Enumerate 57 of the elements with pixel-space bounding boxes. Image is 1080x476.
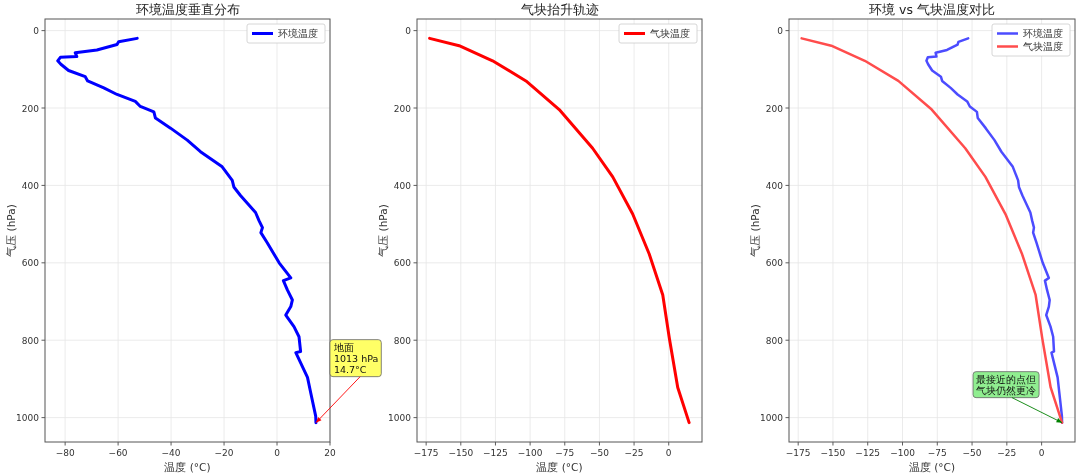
annotation: 最接近的点但气块仍然更冷 <box>976 373 1037 396</box>
legend-label: 气块温度 <box>1023 41 1063 52</box>
y-tick-label: 0 <box>33 26 40 37</box>
y-axis-title: 气压 (hPa) <box>377 204 389 257</box>
y-tick-label: 200 <box>393 103 412 114</box>
y-tick-label: 400 <box>765 180 784 191</box>
y-tick-label: 600 <box>21 258 40 269</box>
x-tick-label: −25 <box>624 448 644 458</box>
x-tick-label: −80 <box>55 448 75 458</box>
y-axis-title: 气压 (hPa) <box>5 204 17 257</box>
y-tick-label: 600 <box>393 258 412 269</box>
x-axis-title: 温度 (°C) <box>536 461 583 473</box>
y-tick-label: 200 <box>765 103 784 114</box>
x-tick-label: −60 <box>108 448 128 458</box>
x-tick-label: −175 <box>413 448 439 458</box>
line-series <box>428 36 691 425</box>
x-tick-label: −50 <box>589 448 610 458</box>
y-tick-label: 1000 <box>388 413 412 424</box>
y-tick-label: 1000 <box>16 413 40 424</box>
y-tick-label: 800 <box>765 335 784 346</box>
x-axis-title: 温度 (°C) <box>908 461 956 473</box>
x-axis-title: 温度 (°C) <box>164 461 211 473</box>
legend-label: 气块温度 <box>650 28 690 39</box>
chart-title: 环境 vs 气块温度对比 <box>869 2 995 17</box>
y-tick-label: 800 <box>21 335 40 346</box>
x-tick-label: −75 <box>555 448 575 458</box>
chart-title: 环境温度垂直分布 <box>135 2 240 17</box>
x-tick-label: −25 <box>997 448 1017 458</box>
y-axis-title: 气压 (hPa) <box>749 204 761 257</box>
y-tick-label: 400 <box>21 180 40 191</box>
annotation: 地面 1013 hPa 14.7°C <box>332 341 379 375</box>
x-tick-label: −150 <box>448 448 474 458</box>
line-series <box>800 37 1064 424</box>
x-tick-label: 0 <box>274 448 281 458</box>
y-tick-label: 1000 <box>760 413 784 424</box>
x-tick-label: 0 <box>1038 448 1045 458</box>
x-tick-label: 0 <box>665 448 672 458</box>
y-tick-label: 0 <box>405 26 412 37</box>
x-tick-label: −125 <box>483 448 508 458</box>
x-tick-label: −75 <box>927 448 947 458</box>
y-tick-label: 200 <box>21 103 40 114</box>
y-tick-label: 600 <box>765 258 784 269</box>
x-tick-label: −150 <box>820 448 846 458</box>
x-tick-label: −125 <box>855 448 881 458</box>
x-tick-label: −40 <box>161 448 181 458</box>
x-tick-label: −100 <box>890 448 916 458</box>
y-tick-label: 800 <box>393 335 412 346</box>
y-tick-label: 400 <box>393 180 412 191</box>
legend-label: 环境温度 <box>278 28 318 39</box>
x-tick-label: −175 <box>785 448 811 458</box>
x-tick-label: −50 <box>962 448 982 458</box>
y-tick-label: 0 <box>777 26 784 37</box>
x-tick-label: −100 <box>517 448 543 458</box>
legend-label: 环境温度 <box>1023 28 1063 39</box>
x-tick-label: −20 <box>214 448 234 458</box>
x-tick-label: 20 <box>324 448 336 458</box>
chart-title: 气块抬升轨迹 <box>520 2 599 17</box>
